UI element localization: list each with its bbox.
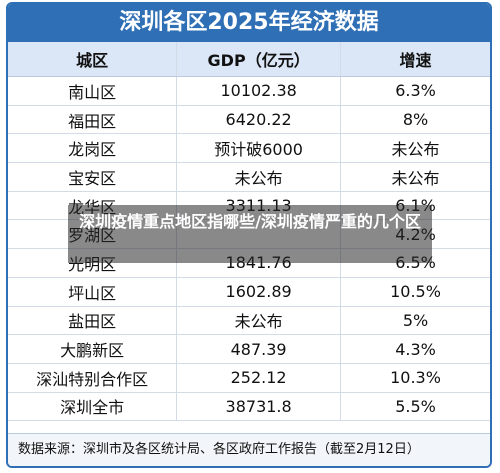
cell-gdp: 未公布 bbox=[176, 162, 341, 192]
cell-district: 福田区 bbox=[8, 105, 177, 135]
cell-gdp: 6420.22 bbox=[176, 105, 341, 135]
table-row: 大鹏新区 487.39 4.3% bbox=[8, 334, 490, 364]
cell-gdp: 1602.89 bbox=[176, 277, 341, 307]
cell-growth: 4.3% bbox=[340, 334, 490, 364]
cell-growth: 未公布 bbox=[340, 133, 490, 164]
cell-growth: 6.3% bbox=[340, 76, 490, 106]
cell-gdp: 预计破6000 bbox=[176, 133, 341, 164]
cell-growth: 未公布 bbox=[340, 162, 490, 192]
table-row: 深圳全市 38731.8 5.5% bbox=[8, 392, 490, 422]
overlay-caption: 深圳疫情重点地区指哪些/深圳疫情严重的几个区 bbox=[68, 205, 432, 263]
cell-growth: 5% bbox=[340, 306, 490, 336]
table-row: 宝安区 未公布 未公布 bbox=[8, 162, 490, 192]
cell-gdp: 252.12 bbox=[176, 363, 341, 393]
cell-growth: 10.3% bbox=[340, 363, 490, 393]
cell-district: 坪山区 bbox=[8, 277, 177, 307]
cell-district: 盐田区 bbox=[8, 306, 177, 336]
cell-district: 宝安区 bbox=[8, 162, 177, 192]
header-row: 城区 GDP（亿元） 增速 bbox=[8, 42, 490, 77]
table-row: 南山区 10102.38 6.3% bbox=[8, 76, 490, 106]
cell-district: 龙岗区 bbox=[8, 133, 177, 164]
cell-district: 大鹏新区 bbox=[8, 334, 177, 364]
cell-gdp: 38731.8 bbox=[176, 392, 341, 422]
cell-district: 深汕特别合作区 bbox=[8, 363, 177, 393]
table-row: 龙岗区 预计破6000 未公布 bbox=[8, 133, 490, 164]
title: 深圳各区2025年经济数据 bbox=[8, 4, 490, 42]
cell-growth: 8% bbox=[340, 105, 490, 135]
table-row: 盐田区 未公布 5% bbox=[8, 306, 490, 336]
cell-growth: 5.5% bbox=[340, 392, 490, 422]
cell-district: 深圳全市 bbox=[8, 392, 177, 422]
header-cell: 城区 bbox=[8, 42, 177, 77]
header-cell: GDP（亿元） bbox=[176, 42, 341, 77]
source-note: 数据来源：深圳市及各区统计局、各区政府工作报告（截至2月12日） bbox=[8, 433, 490, 466]
table-row: 深汕特别合作区 252.12 10.3% bbox=[8, 363, 490, 393]
cell-gdp: 未公布 bbox=[176, 306, 341, 336]
cell-district: 南山区 bbox=[8, 76, 177, 106]
table-row: 福田区 6420.22 8% bbox=[8, 105, 490, 135]
cell-gdp: 10102.38 bbox=[176, 76, 341, 106]
table-row: 坪山区 1602.89 10.5% bbox=[8, 277, 490, 307]
header-cell: 增速 bbox=[340, 42, 490, 77]
cell-gdp: 487.39 bbox=[176, 334, 341, 364]
cell-growth: 10.5% bbox=[340, 277, 490, 307]
